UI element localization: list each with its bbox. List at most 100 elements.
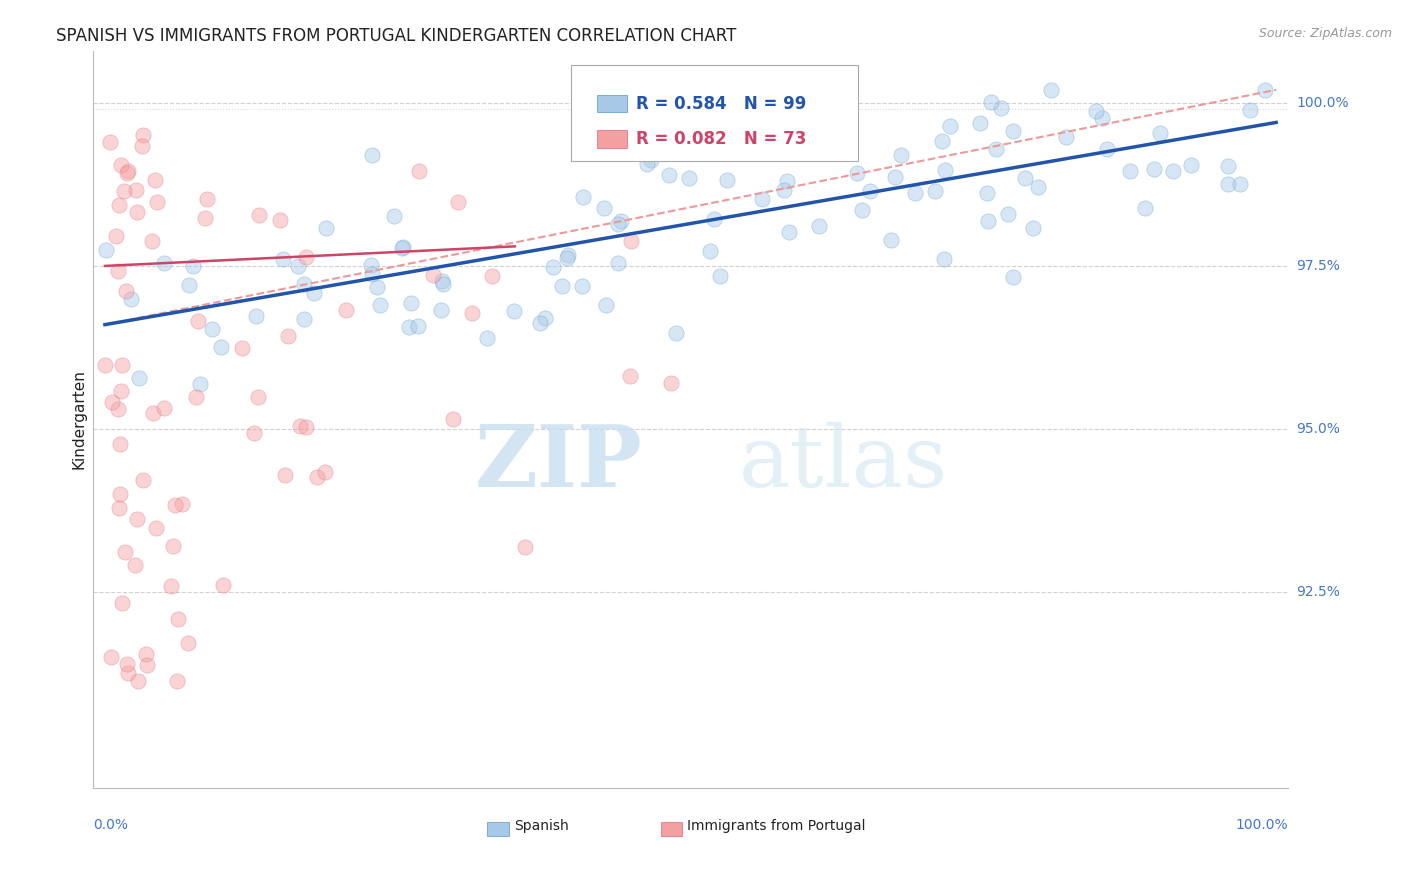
Point xyxy=(703,212,725,227)
Point xyxy=(640,153,662,167)
Point xyxy=(181,259,204,273)
Point xyxy=(125,204,148,219)
Text: Immigrants from Portugal: Immigrants from Portugal xyxy=(688,819,866,833)
Point xyxy=(406,318,429,333)
Point xyxy=(571,279,593,293)
Text: R = 0.082   N = 73: R = 0.082 N = 73 xyxy=(636,130,806,148)
Point xyxy=(292,312,315,326)
Point xyxy=(179,277,201,292)
Point xyxy=(269,212,291,227)
Point xyxy=(555,251,578,265)
Point xyxy=(246,391,269,405)
Point xyxy=(1180,158,1202,172)
Point xyxy=(107,402,129,417)
Point xyxy=(361,147,384,161)
Point xyxy=(125,512,148,526)
Text: ZIP: ZIP xyxy=(475,421,643,506)
Point xyxy=(1119,163,1142,178)
Point xyxy=(619,368,641,383)
Point xyxy=(287,259,309,273)
Point xyxy=(368,298,391,312)
Point xyxy=(117,166,139,180)
Point xyxy=(112,184,135,198)
Point xyxy=(607,217,630,231)
Point xyxy=(166,673,188,688)
Point xyxy=(778,225,800,239)
Point xyxy=(571,190,593,204)
Point xyxy=(124,558,146,573)
Bar xyxy=(598,95,627,112)
Point xyxy=(890,148,912,162)
Point xyxy=(128,371,150,385)
Point xyxy=(145,521,167,535)
Point xyxy=(432,277,454,292)
Point xyxy=(107,500,129,515)
Point xyxy=(305,470,328,484)
Point xyxy=(1218,178,1240,192)
Point xyxy=(502,304,524,318)
Bar xyxy=(661,822,682,836)
Point xyxy=(100,650,122,665)
Point xyxy=(104,228,127,243)
Point xyxy=(200,321,222,335)
Point xyxy=(170,497,193,511)
Point xyxy=(271,252,294,267)
Point xyxy=(699,244,721,258)
Point xyxy=(302,285,325,300)
Point xyxy=(143,173,166,187)
Point xyxy=(141,234,163,248)
Text: Spanish: Spanish xyxy=(513,819,568,833)
Bar xyxy=(488,822,509,836)
Point xyxy=(475,330,498,344)
Point xyxy=(851,202,873,217)
Point xyxy=(153,401,176,416)
Text: 95.0%: 95.0% xyxy=(1296,422,1340,436)
Text: 92.5%: 92.5% xyxy=(1296,585,1340,599)
Point xyxy=(110,487,132,501)
Point xyxy=(609,214,631,228)
Point xyxy=(772,183,794,197)
Point xyxy=(1143,162,1166,177)
Point xyxy=(593,201,616,215)
Point xyxy=(543,260,565,275)
Point xyxy=(247,208,270,222)
Point xyxy=(146,194,169,209)
Point xyxy=(101,395,124,409)
Text: atlas: atlas xyxy=(738,422,948,505)
Point xyxy=(194,211,217,225)
Point xyxy=(211,578,233,592)
Point xyxy=(188,377,211,392)
Point xyxy=(117,657,139,671)
Point xyxy=(441,411,464,425)
Point xyxy=(117,164,139,178)
Point xyxy=(430,274,453,288)
Point xyxy=(1039,83,1062,97)
Point xyxy=(422,268,444,282)
Point xyxy=(665,326,688,340)
Point xyxy=(107,263,129,277)
Point xyxy=(709,268,731,283)
Point xyxy=(135,647,157,661)
Point xyxy=(931,134,953,148)
Point xyxy=(1026,180,1049,194)
Point xyxy=(360,258,382,272)
Point xyxy=(162,539,184,553)
Point xyxy=(659,376,682,390)
Point xyxy=(131,138,153,153)
Point xyxy=(209,340,232,354)
Point xyxy=(292,277,315,292)
Point xyxy=(94,359,117,373)
Point xyxy=(120,292,142,306)
Point xyxy=(117,666,139,681)
Point xyxy=(1054,129,1077,144)
Point xyxy=(1091,111,1114,125)
Point xyxy=(184,390,207,404)
Point xyxy=(110,158,132,172)
Point xyxy=(678,171,700,186)
Point xyxy=(295,419,318,434)
Point xyxy=(808,219,831,233)
Point xyxy=(243,425,266,440)
Point xyxy=(132,128,155,142)
Point xyxy=(382,209,405,223)
Point xyxy=(1133,201,1156,215)
